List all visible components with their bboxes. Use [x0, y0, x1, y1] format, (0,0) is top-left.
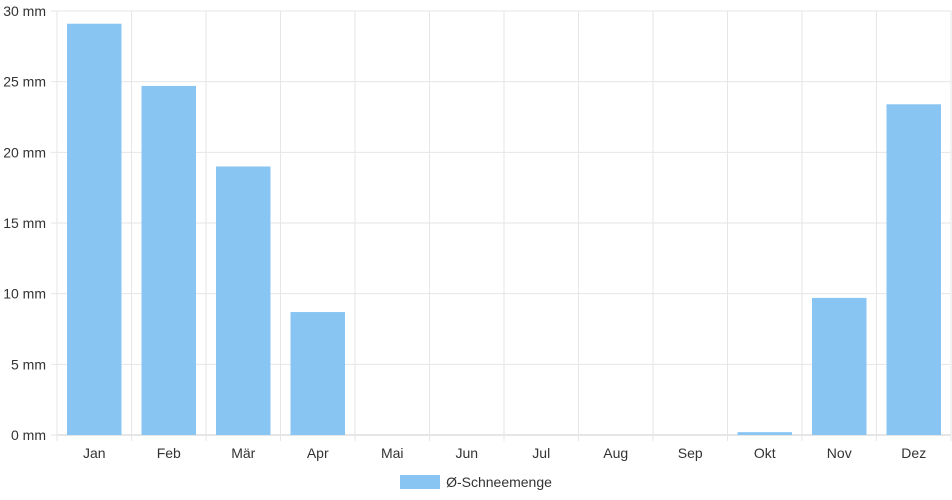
- bar-mär[interactable]: [216, 166, 271, 435]
- x-tick-label: Jan: [83, 445, 106, 461]
- legend-label: Ø-Schneemenge: [446, 474, 552, 490]
- bar-feb[interactable]: [141, 85, 197, 435]
- bar-okt[interactable]: [737, 432, 793, 435]
- bar-nov[interactable]: [812, 297, 867, 435]
- x-tick-label: Feb: [157, 445, 181, 461]
- x-tick-label: Apr: [307, 445, 329, 461]
- y-tick-label: 0 mm: [11, 427, 46, 443]
- y-tick-label: 15 mm: [3, 215, 46, 231]
- bar-apr[interactable]: [290, 312, 346, 435]
- bar-jan[interactable]: [67, 23, 122, 435]
- x-axis-labels: Jan Feb Mär Apr Mai Jun Jul Aug Sep Okt Nov Dez: [83, 445, 926, 461]
- x-tick-label: Mär: [231, 445, 255, 461]
- x-tick-label: Nov: [827, 445, 852, 461]
- y-tick-label: 20 mm: [3, 144, 46, 160]
- y-tick-label: 10 mm: [3, 286, 46, 302]
- bars: [67, 23, 942, 435]
- legend[interactable]: Ø-Schneemenge: [0, 472, 952, 492]
- x-tick-label: Jul: [532, 445, 550, 461]
- grid-lines: [51, 10, 952, 441]
- bar-dez[interactable]: [886, 104, 942, 435]
- y-tick-label: 5 mm: [11, 356, 46, 372]
- legend-swatch: [400, 475, 441, 489]
- x-tick-label: Aug: [603, 445, 628, 461]
- y-tick-label: 30 mm: [3, 3, 46, 19]
- y-axis-labels: 0 mm 5 mm 10 mm 15 mm 20 mm 25 mm 30 mm: [3, 3, 46, 443]
- x-tick-label: Jun: [455, 445, 478, 461]
- snowfall-bar-chart: 0 mm 5 mm 10 mm 15 mm 20 mm 25 mm 30 mm Jan Feb…: [3, 3, 952, 461]
- x-tick-label: Mai: [381, 445, 404, 461]
- y-tick-label: 25 mm: [3, 74, 46, 90]
- x-tick-label: Sep: [678, 445, 703, 461]
- x-tick-label: Dez: [901, 445, 926, 461]
- x-tick-label: Okt: [754, 445, 776, 461]
